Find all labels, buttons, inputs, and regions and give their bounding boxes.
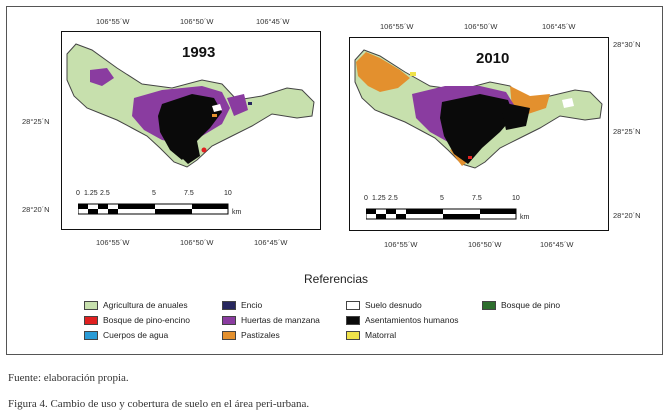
map-1993-bottom-lon-3: 106°45´W xyxy=(254,238,288,247)
scale-label-3: 5 xyxy=(440,195,444,202)
map-2010-lat-3: 28°20´N xyxy=(613,211,641,220)
map-2010-bottom-lon-2: 106°50´W xyxy=(468,240,502,249)
zone-urban xyxy=(440,94,514,164)
zone-urban-east xyxy=(500,102,530,130)
legend-label: Encio xyxy=(241,300,263,310)
legend-item-huertas: Huertas de manzana xyxy=(222,315,320,325)
scale-label-5: 10 xyxy=(512,195,520,202)
zone-scrub-patch xyxy=(410,72,416,76)
legend-label: Agricultura de anuales xyxy=(103,300,188,310)
legend-item-bosque-pino-encino: Bosque de pino-encino xyxy=(84,315,190,325)
map-2010-top-lon-3: 106°45´W xyxy=(542,22,576,31)
legend-item-pastizales: Pastizales xyxy=(222,330,280,340)
scale-label-3: 5 xyxy=(152,190,156,197)
legend-swatch xyxy=(222,315,236,325)
legend-swatch xyxy=(84,330,98,340)
zone-orchards-east xyxy=(227,94,248,116)
scale-label-1: 1.25 xyxy=(372,195,386,202)
legend-swatch xyxy=(84,315,98,325)
legend-label: Huertas de manzana xyxy=(241,315,320,325)
legend-label: Bosque de pino-encino xyxy=(103,315,190,325)
scale-label-2: 2.5 xyxy=(100,190,110,197)
map-1993-land-cover xyxy=(66,43,315,168)
scale-label-1: 1.25 xyxy=(84,190,98,197)
zone-orchards-north xyxy=(90,68,114,86)
legend-item-bosque-pino: Bosque de pino xyxy=(482,300,560,310)
scale-label-5: 10 xyxy=(224,190,232,197)
scale-unit: km xyxy=(520,214,530,221)
zone-encino-patch xyxy=(248,102,252,105)
map-1993-lat-1: 28°25´N xyxy=(22,117,50,126)
map-1993-lat-2: 28°20´N xyxy=(22,205,50,214)
zone-urban xyxy=(158,94,222,160)
map-2010-land-cover xyxy=(354,49,603,169)
legend-swatch xyxy=(346,315,360,325)
map-2010-scale-graphic xyxy=(365,208,517,220)
zone-bare-soil xyxy=(562,98,574,108)
legend-label: Pastizales xyxy=(241,330,280,340)
legend-label: Bosque de pino xyxy=(501,300,561,310)
map-1993-panel: 1993 0 1.25 2.5 5 7.5 10 km xyxy=(61,31,321,230)
legend-title: Referencias xyxy=(303,272,369,286)
legend-swatch xyxy=(346,330,360,340)
zone-pine-oak-patch xyxy=(468,156,472,159)
map-1993-bottom-lon-2: 106°50´W xyxy=(180,238,214,247)
legend-label: Matorral xyxy=(365,330,397,340)
scale-label-4: 7.5 xyxy=(184,190,194,197)
map-2010-scale-bar: 0 1.25 2.5 5 7.5 10 km xyxy=(364,195,530,230)
map-2010-top-lon-2: 106°50´W xyxy=(464,22,498,31)
scale-label-0: 0 xyxy=(76,190,80,197)
map-2010-panel: 2010 0 1.25 2.5 5 7.5 10 km xyxy=(349,37,609,231)
zone-pastures-north xyxy=(356,52,410,92)
scale-label-2: 2.5 xyxy=(388,195,398,202)
scale-label-4: 7.5 xyxy=(472,195,482,202)
map-2010-bottom-lon-3: 106°45´W xyxy=(540,240,574,249)
legend-item-matorral: Matorral xyxy=(346,330,396,340)
zone-urban-south xyxy=(178,136,200,164)
map-1993-top-lon-3: 106°45´W xyxy=(256,17,290,26)
map-1993-scale-graphic xyxy=(77,203,229,215)
zone-bare-soil xyxy=(212,104,222,112)
map-2010-lat-1: 28°30´N xyxy=(613,40,641,49)
legend-item-agricultura: Agricultura de anuales xyxy=(84,300,188,310)
scale-unit: km xyxy=(232,209,242,216)
map-2010-top-lon-1: 106°55´W xyxy=(380,22,414,31)
figure-caption: Figura 4. Cambio de uso y cobertura de s… xyxy=(8,398,310,410)
map-1993-year: 1993 xyxy=(182,44,216,61)
legend-swatch xyxy=(346,300,360,310)
legend-swatch xyxy=(84,300,98,310)
legend-label: Suelo desnudo xyxy=(365,300,422,310)
source-note: Fuente: elaboración propia. xyxy=(8,372,129,384)
legend-item-cuerpos-agua: Cuerpos de agua xyxy=(84,330,168,340)
legend-item-encio: Encio xyxy=(222,300,262,310)
legend-swatch xyxy=(222,330,236,340)
legend-label: Cuerpos de agua xyxy=(103,330,169,340)
map-2010-year: 2010 xyxy=(476,50,510,67)
zone-pine-oak-patch xyxy=(201,147,207,153)
zone-pastures-patch xyxy=(212,114,217,117)
map-2010-bottom-lon-1: 106°55´W xyxy=(384,240,418,249)
map-2010-lat-2: 28°25´N xyxy=(613,127,641,136)
legend-item-asentamientos: Asentamientos humanos xyxy=(346,315,459,325)
map-1993-bottom-lon-1: 106°55´W xyxy=(96,238,130,247)
legend-label: Asentamientos humanos xyxy=(365,315,459,325)
legend-swatch xyxy=(482,300,496,310)
map-1993-top-lon-2: 106°50´W xyxy=(180,17,214,26)
map-1993-scale-bar: 0 1.25 2.5 5 7.5 10 km xyxy=(76,190,242,229)
legend-swatch xyxy=(222,300,236,310)
scale-label-0: 0 xyxy=(364,195,368,202)
legend-item-suelo-desnudo: Suelo desnudo xyxy=(346,300,422,310)
map-1993-top-lon-1: 106°55´W xyxy=(96,17,130,26)
figure-frame xyxy=(6,6,663,355)
